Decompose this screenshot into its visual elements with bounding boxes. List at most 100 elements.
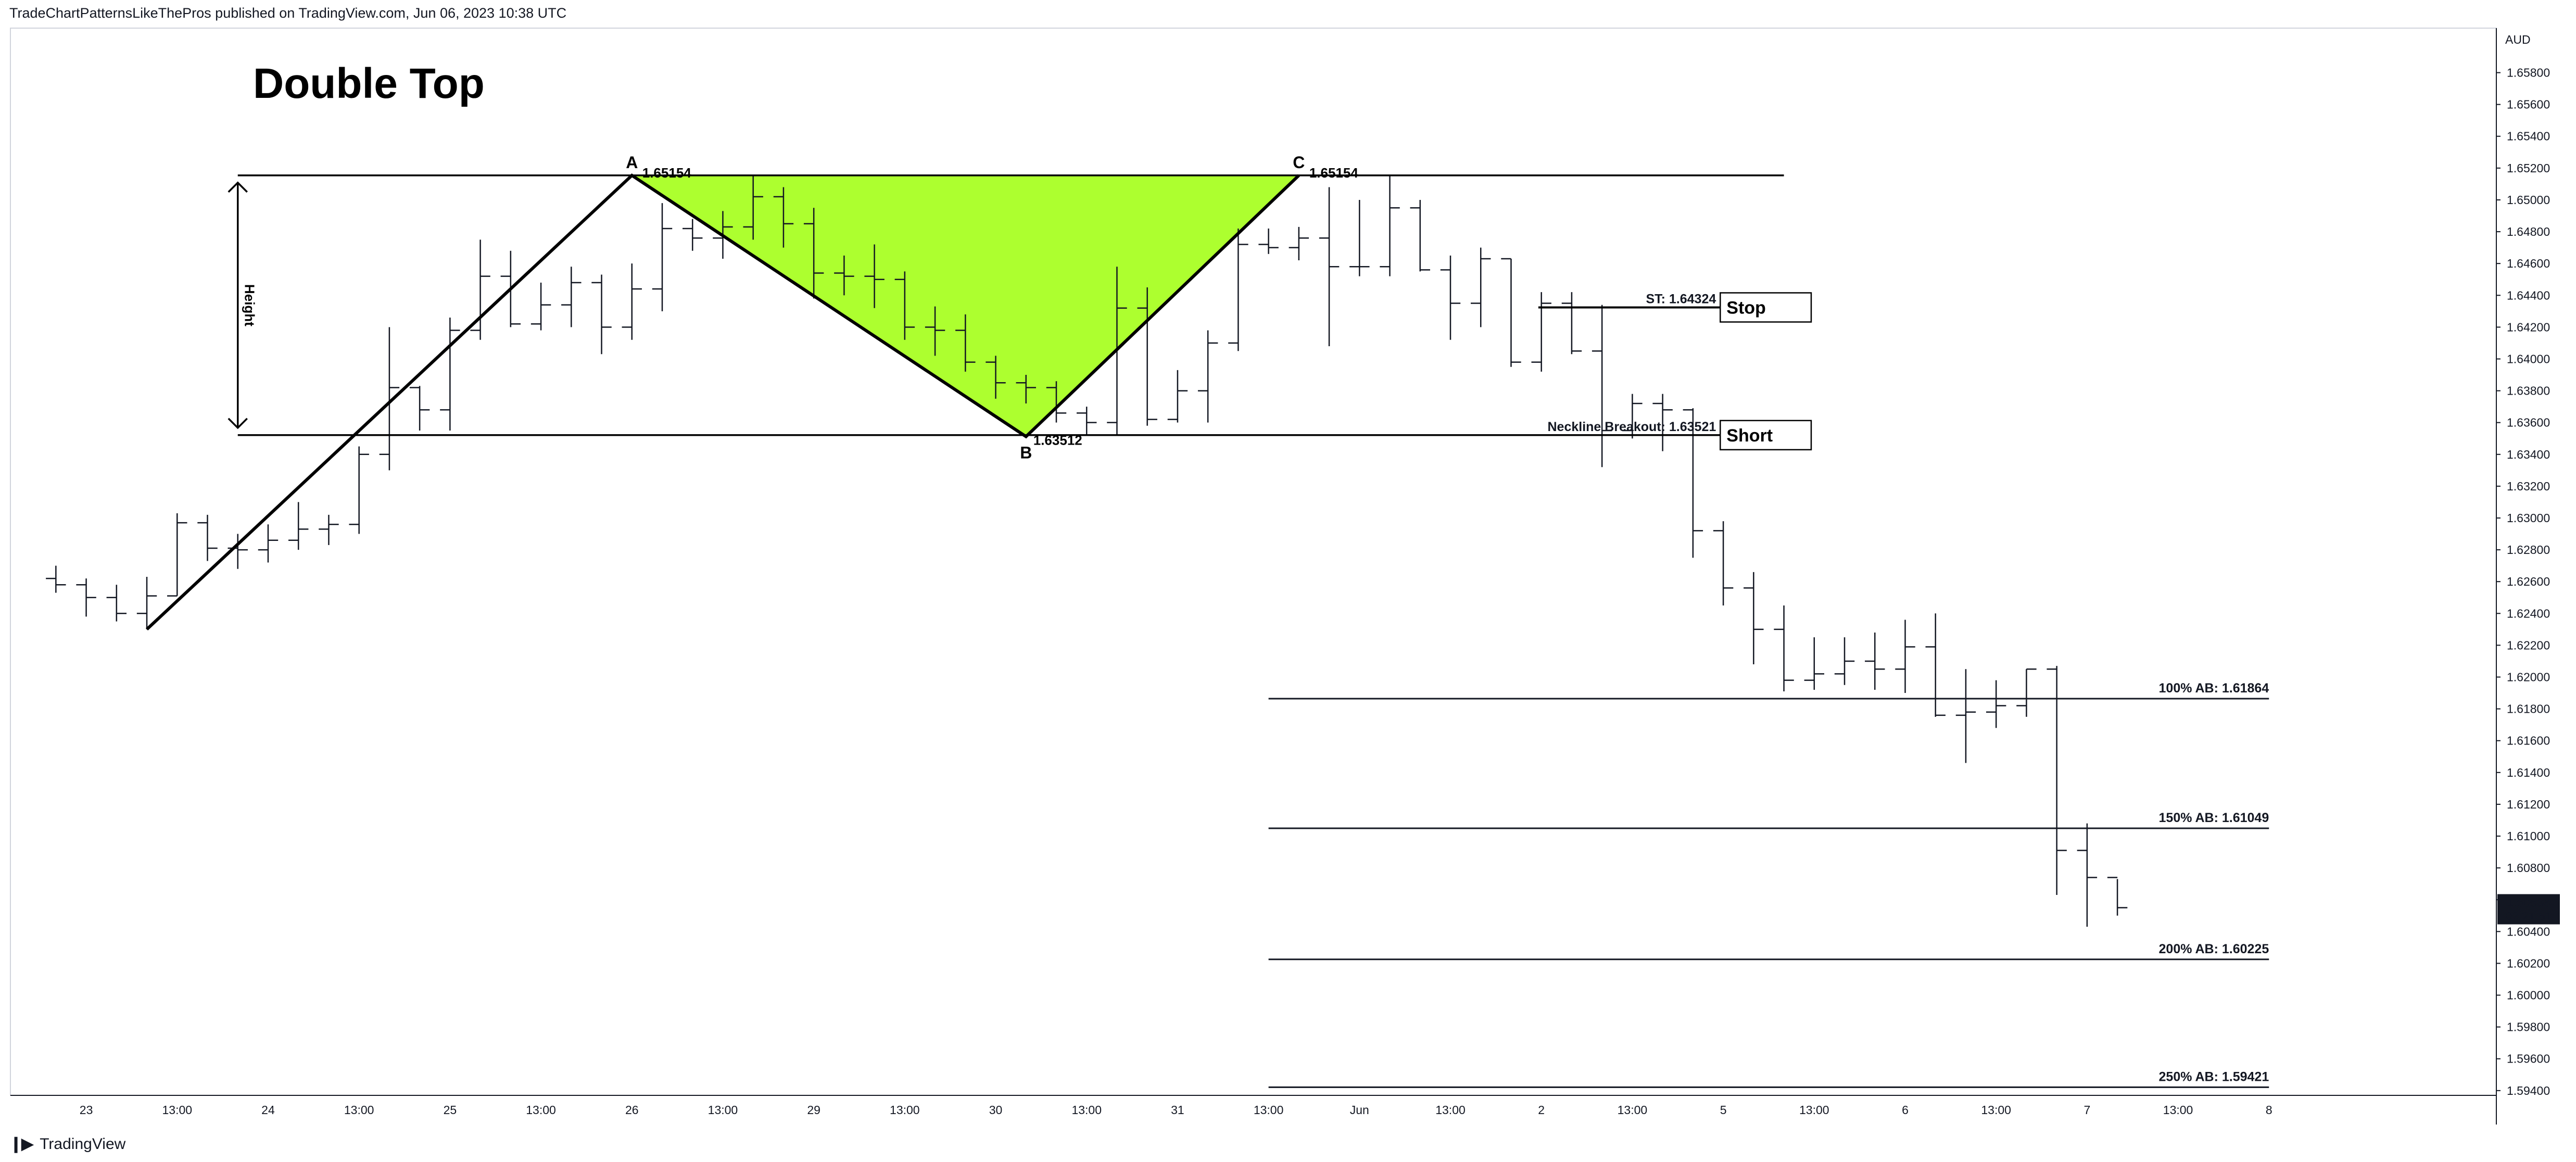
time-tick-label: 5 [1720, 1103, 1727, 1117]
ohlc-bar [1986, 680, 2006, 728]
level-box [1720, 292, 1812, 323]
price-tick-label: 1.65600 [2507, 98, 2550, 111]
price-tick-label: 1.61800 [2507, 702, 2550, 716]
price-tick-label: 1.59400 [2507, 1084, 2550, 1097]
ohlc-bar [470, 239, 490, 340]
ohlc-bar [591, 274, 612, 355]
ohlc-bar [1289, 226, 1309, 261]
time-tick-label: 30 [989, 1103, 1003, 1117]
ohlc-bar [1440, 255, 1461, 340]
ohlc-bar [197, 514, 218, 561]
time-tick-label: 7 [2083, 1103, 2090, 1117]
ohlc-bar [2047, 666, 2067, 895]
ohlc-bar [955, 314, 976, 372]
ohlc-bar [1319, 187, 1340, 347]
currency-label: AUD [2505, 33, 2531, 46]
ohlc-bar [773, 187, 794, 248]
time-tick-label: 13:00 [890, 1103, 920, 1117]
time-tick-label: 24 [261, 1103, 275, 1117]
level-ab-150: 150% AB: 1.61049 [1268, 811, 2269, 829]
ohlc-bar [2016, 668, 2037, 717]
time-tick-label: 13:00 [162, 1103, 192, 1117]
badge-countdown: 02:21:51 [2505, 909, 2552, 923]
time-axis[interactable]: 23 13:00 24 13:00 25 13:00 26 13:00 29 13:00 30 13:… [80, 1103, 2272, 1117]
ohlc-bar [1955, 669, 1976, 763]
tradingview-logo[interactable]: ❙▶ TradingView [9, 1135, 125, 1153]
time-tick-label: 6 [1902, 1103, 1909, 1117]
pattern-legs [145, 173, 1300, 631]
time-tick-label: 2 [1538, 1103, 1545, 1117]
ohlc-bar [1167, 370, 1188, 423]
point-price-b: 1.63512 [1033, 433, 1082, 448]
price-tick-label: 1.62200 [2507, 638, 2550, 652]
price-tick-label: 1.62600 [2507, 575, 2550, 588]
price-axis[interactable]: 1.65800 1.65600 1.65400 1.65200 1.65000 1.648… [2496, 66, 2550, 1097]
price-tick-label: 1.63400 [2507, 448, 2550, 461]
ohlc-bar [1652, 394, 1673, 451]
ohlc-bar [1622, 394, 1643, 439]
ohlc-bar [1349, 199, 1370, 276]
ohlc-bar [1744, 572, 1764, 665]
ohlc-bar [349, 446, 369, 534]
time-tick-label: 26 [625, 1103, 639, 1117]
price-tick-label: 1.59800 [2507, 1020, 2550, 1034]
ohlc-bar [76, 578, 96, 617]
ohlc-bar [1804, 637, 1825, 690]
price-tick-label: 1.63000 [2507, 511, 2550, 525]
ohlc-bar [1228, 228, 1248, 351]
price-tick-label: 1.65400 [2507, 130, 2550, 143]
time-tick-label: 13:00 [1618, 1103, 1648, 1117]
target-levels: Stop ST: 1.64324 Short Neckline Breakout: 1… [1268, 292, 2269, 1088]
price-tick-label: 1.63800 [2507, 384, 2550, 398]
ohlc-bar [864, 244, 885, 308]
ohlc-bar [1380, 176, 1400, 276]
ohlc-bars [46, 176, 2128, 927]
price-tick-label: 1.63200 [2507, 479, 2550, 493]
level-box-label: Short [1726, 426, 1773, 446]
ohlc-bar [652, 203, 673, 311]
price-tick-label: 1.65000 [2507, 193, 2550, 207]
price-tick-label: 1.65800 [2507, 66, 2550, 80]
ohlc-bar [1258, 228, 1279, 254]
time-tick-label: 29 [807, 1103, 820, 1117]
pattern-fill [632, 175, 1299, 437]
ohlc-bar [319, 514, 339, 545]
ohlc-bar [743, 176, 763, 240]
price-tick-label: 1.59600 [2507, 1052, 2550, 1066]
ohlc-bar [1683, 408, 1703, 558]
ohlc-bar [106, 585, 127, 622]
point-price-c: 1.65154 [1309, 165, 1359, 181]
price-tick-label: 1.61000 [2507, 829, 2550, 843]
price-tick-label: 1.60000 [2507, 989, 2550, 1002]
price-tick-label: 1.64400 [2507, 288, 2550, 302]
ohlc-bar [409, 386, 430, 431]
ohlc-bar [561, 267, 582, 327]
time-tick-label: 13:00 [1254, 1103, 1284, 1117]
level-box [1720, 420, 1812, 451]
time-tick-label: Jun [1350, 1103, 1369, 1117]
price-tick-label: 1.60200 [2507, 956, 2550, 970]
price-tick-label: 1.64000 [2507, 352, 2550, 365]
ohlc-bar [1895, 620, 1915, 693]
ohlc-bar [1834, 637, 1855, 685]
level-label: 250% AB: 1.59421 [2159, 1069, 2269, 1084]
level-label: ST: 1.64324 [1646, 292, 1716, 306]
price-tick-label: 1.64800 [2507, 225, 2550, 238]
ohlc-bar [1531, 292, 1551, 372]
level-ab-250: 250% AB: 1.59421 [1268, 1069, 2269, 1088]
point-label-a: A [626, 153, 638, 172]
chart-title: Double Top [253, 60, 485, 107]
price-tick-label: 1.63600 [2507, 416, 2550, 430]
ohlc-bar [1592, 305, 1612, 468]
time-tick-label: 13:00 [708, 1103, 738, 1117]
time-tick-label: 13:00 [526, 1103, 556, 1117]
ohlc-bar [167, 513, 187, 597]
ohlc-bar [682, 219, 703, 251]
price-tick-label: 1.62400 [2507, 607, 2550, 620]
price-tick-label: 1.61200 [2507, 798, 2550, 811]
ohlc-bar [1865, 632, 1885, 690]
ohlc-bar [986, 356, 1006, 399]
ohlc-bar [894, 271, 915, 340]
